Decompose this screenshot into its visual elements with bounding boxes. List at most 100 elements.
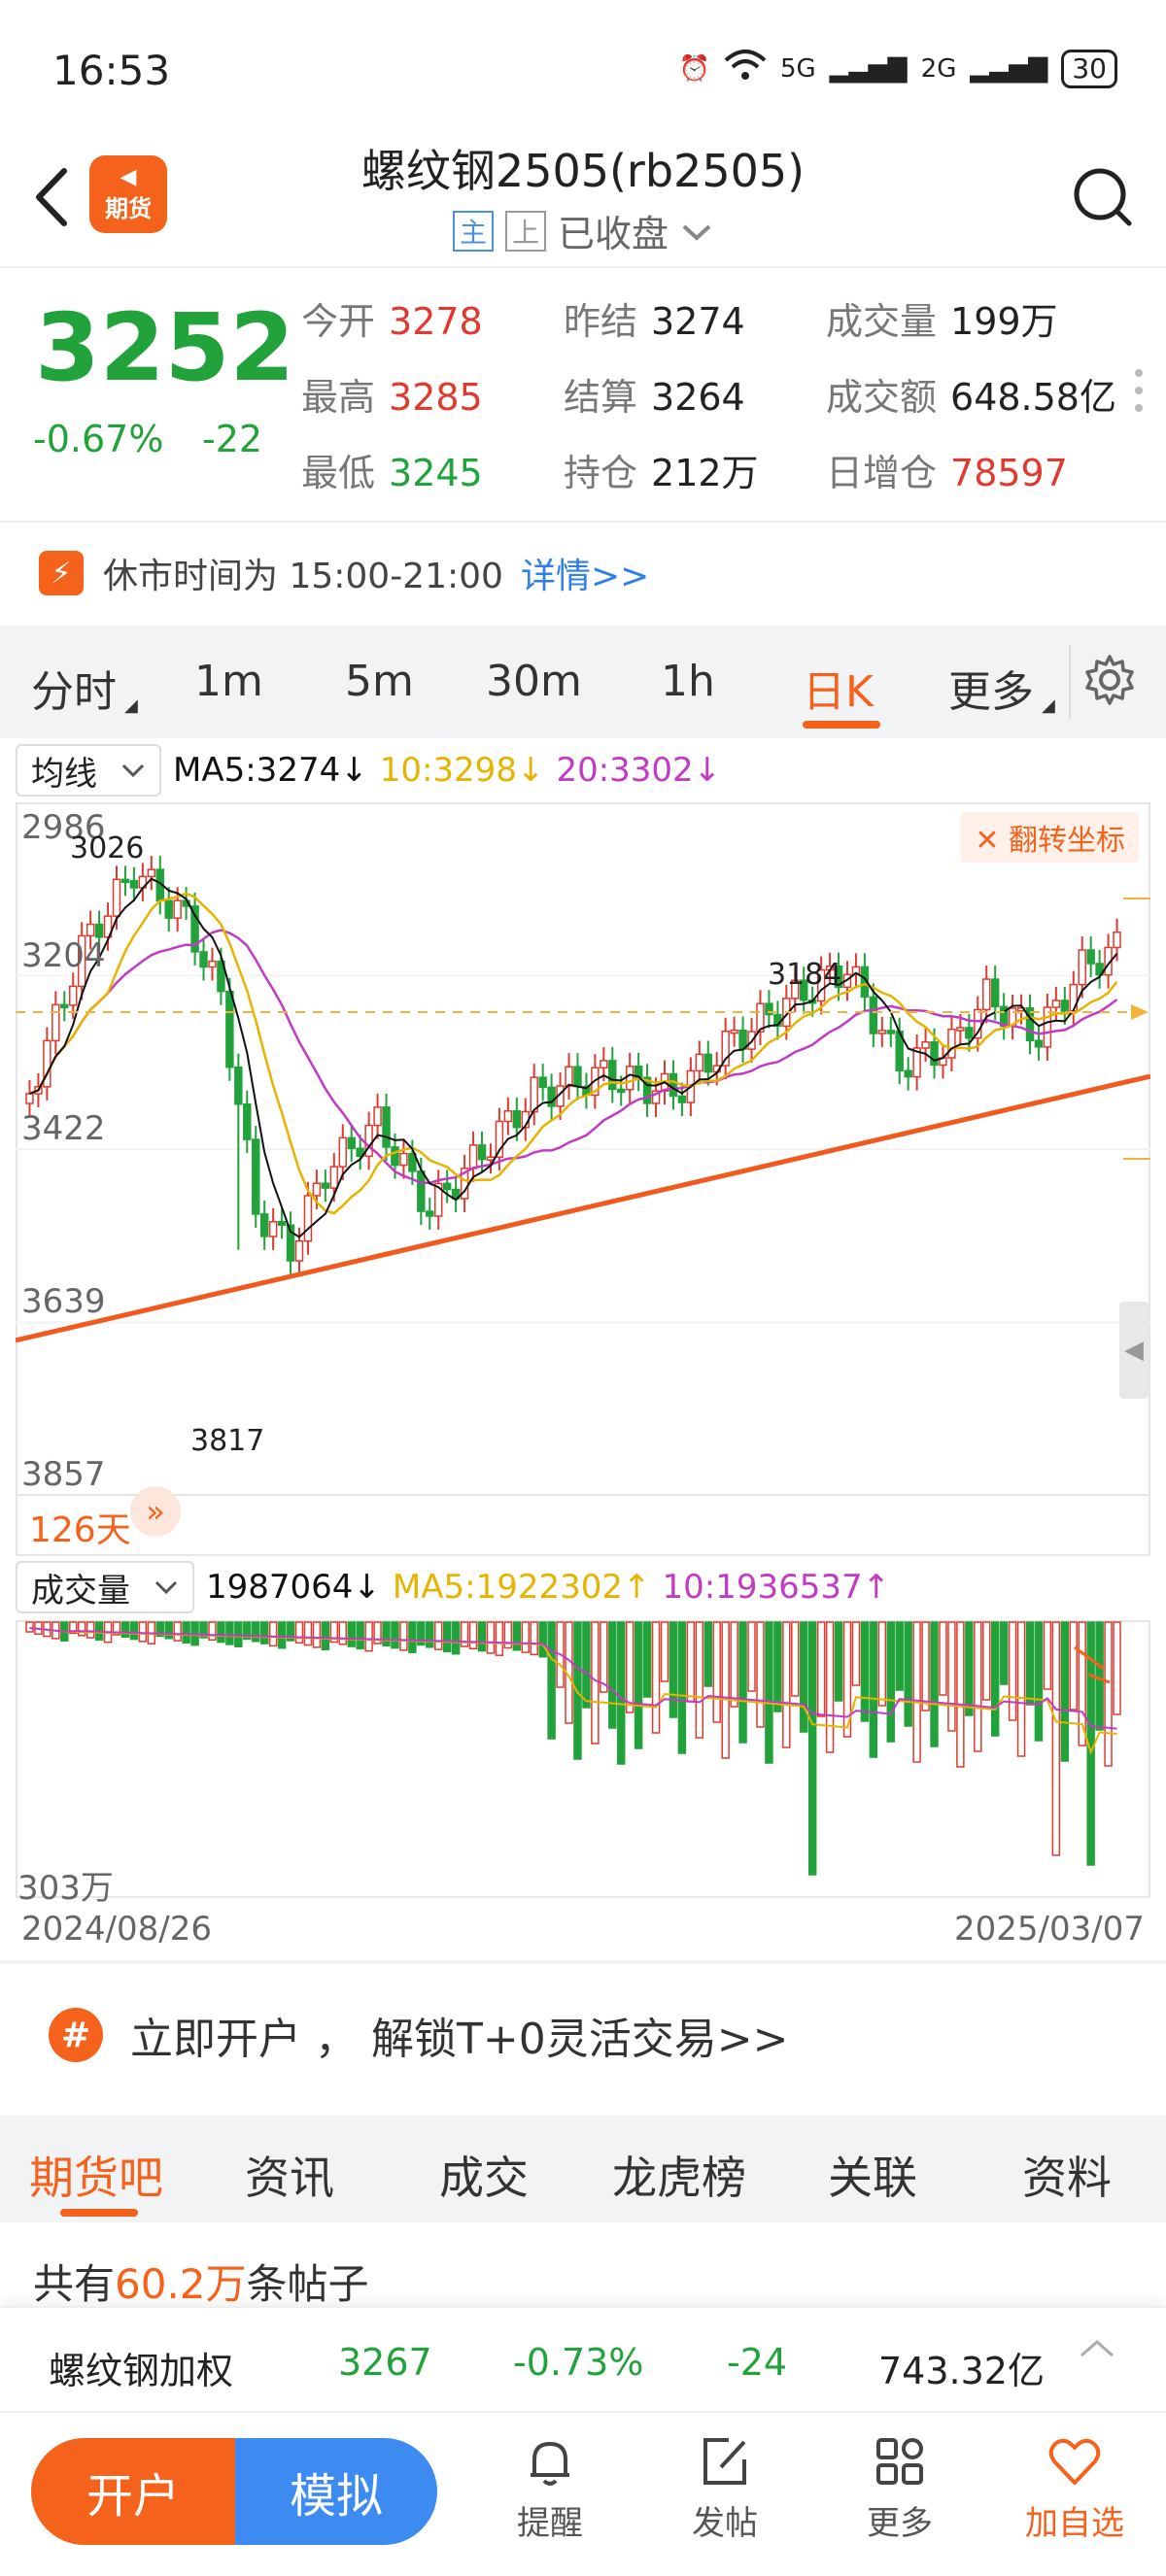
volume-bar — [268, 1621, 278, 1647]
tab-dragon-tiger[interactable]: 龙虎榜 — [612, 2152, 746, 2204]
candle-body — [321, 1182, 330, 1189]
ma5-value: MA5:3274↓ — [173, 751, 368, 790]
volume-bar — [512, 1621, 522, 1651]
post-label: 发帖 — [692, 2504, 758, 2543]
tab-profile[interactable]: 资料 — [1022, 2152, 1112, 2204]
volume-bar — [259, 1621, 269, 1644]
candle-body — [974, 1008, 982, 1039]
candle-body — [669, 1072, 678, 1098]
tab-1h[interactable]: 1h — [661, 657, 715, 706]
search-button[interactable] — [1071, 165, 1135, 229]
volume-bar — [451, 1621, 461, 1655]
main-contract-tag: 主 — [452, 210, 494, 252]
low-marker-label: 3817 — [190, 1424, 265, 1458]
indicator-selector[interactable]: 均线 — [16, 744, 161, 797]
volume-bar — [338, 1621, 347, 1645]
tab-more[interactable]: 更多 — [948, 667, 1034, 717]
volume-bars — [25, 1621, 1121, 1876]
settings-gear-icon[interactable] — [1080, 651, 1139, 709]
last-price: 3252 — [35, 293, 295, 402]
candle-body — [94, 923, 104, 938]
index-change: -24 — [727, 2341, 788, 2384]
volume-bar — [399, 1621, 408, 1651]
market-status-selector[interactable]: 主 上 已收盘 — [0, 204, 1166, 257]
volume-bar — [477, 1621, 487, 1652]
back-button[interactable] — [27, 163, 76, 231]
volume-bar — [642, 1621, 652, 1698]
chevron-up-icon[interactable] — [1077, 2329, 1117, 2372]
tab-30m[interactable]: 30m — [486, 657, 582, 706]
grid-icon — [876, 2438, 923, 2485]
volume-bar — [895, 1621, 904, 1691]
ma5-line — [29, 877, 1118, 1238]
volume-bar — [1078, 1621, 1086, 1746]
volume-bar — [686, 1621, 696, 1703]
volume-bar — [877, 1621, 887, 1707]
volume-bar — [1060, 1621, 1070, 1762]
tab-1m[interactable]: 1m — [194, 657, 263, 706]
volume-bar — [651, 1621, 661, 1734]
volume-bar — [329, 1621, 339, 1644]
date-start: 2024/08/26 — [21, 1910, 212, 1949]
weighted-index-bar[interactable]: 螺纹钢加权 3267 -0.73% -24 743.32亿 — [0, 2306, 1166, 2409]
candle-body — [217, 960, 225, 993]
flip-axis-button[interactable]: ✕ 翻转坐标 — [961, 812, 1139, 863]
volume-chart-frame[interactable] — [16, 1620, 1150, 1898]
candle-body — [417, 1170, 426, 1212]
session-notice: ⚡ 休市时间为 15:00-21:00 详情>> — [0, 525, 1166, 622]
more-dots-icon[interactable] — [1135, 359, 1145, 422]
candle-body — [51, 1003, 60, 1042]
volume-bar — [69, 1621, 78, 1635]
signal-bars-icon: ▂▃▅▇ — [829, 53, 908, 84]
volume-bar — [1113, 1621, 1121, 1715]
hash-icon: # — [49, 2008, 103, 2062]
volume-bar — [677, 1621, 687, 1754]
ma-legend: 均线 MA5:3274↓ 10:3298↓ 20:3302↓ — [16, 743, 721, 797]
tab-daily-k[interactable]: 日K — [803, 667, 874, 717]
volume-bar — [1069, 1621, 1078, 1711]
expand-days-button[interactable]: » — [130, 1486, 181, 1537]
volume-bar — [912, 1621, 921, 1763]
volume-bar — [243, 1621, 252, 1641]
volume-bar — [1008, 1621, 1017, 1721]
remind-button[interactable]: 提醒 — [492, 2432, 608, 2544]
volume-bar — [816, 1621, 826, 1717]
tab-intraday[interactable]: 分时 — [31, 667, 117, 717]
page-title: 螺纹钢2505(rb2505) — [360, 145, 806, 197]
candle-body — [147, 868, 156, 878]
volume-bar — [77, 1621, 86, 1637]
more-button[interactable]: 更多 — [841, 2432, 958, 2544]
candle-body — [60, 1003, 69, 1009]
volume-bar — [765, 1621, 773, 1764]
volume-chart[interactable] — [16, 1620, 1150, 1898]
volume-selector[interactable]: 成交量 — [16, 1561, 194, 1613]
double-chevron-right-icon: » — [146, 1493, 165, 1530]
candle-body — [486, 1156, 496, 1161]
kline-chart[interactable] — [16, 802, 1150, 1496]
trend-line — [16, 1073, 1150, 1343]
add-favorite-button[interactable]: 加自选 — [1016, 2432, 1133, 2544]
side-collapse-handle[interactable]: ◀ — [1119, 1302, 1149, 1399]
tab-forum[interactable]: 期货吧 — [29, 2152, 163, 2204]
days-count: 126天 — [29, 1510, 131, 1550]
kline-grid — [16, 974, 1150, 1324]
post-button[interactable]: 发帖 — [667, 2432, 783, 2544]
y-label-3: 3422 — [21, 1109, 106, 1148]
tab-5m[interactable]: 5m — [345, 657, 414, 706]
notice-details-link[interactable]: 详情>> — [520, 557, 650, 596]
open-account-button[interactable]: 开户 — [31, 2438, 235, 2545]
candle-body — [625, 1066, 634, 1091]
signal-5g-icon: 5G — [779, 53, 816, 84]
volume-bar — [982, 1621, 991, 1701]
logo-text: 期货 — [105, 195, 152, 222]
open-account-promo[interactable]: # 立即开户 ， 解锁T+0灵活交易>> — [0, 1967, 1166, 2103]
tab-news[interactable]: 资讯 — [245, 2152, 334, 2204]
tab-related[interactable]: 关联 — [828, 2152, 917, 2204]
volume-bar — [851, 1621, 861, 1686]
tab-trades[interactable]: 成交 — [439, 2152, 529, 2204]
simulate-button[interactable]: 模拟 — [235, 2438, 437, 2545]
candle-body — [208, 960, 217, 968]
wifi-icon — [724, 49, 767, 88]
volume-bar — [930, 1621, 939, 1747]
candle-body — [252, 1138, 260, 1215]
